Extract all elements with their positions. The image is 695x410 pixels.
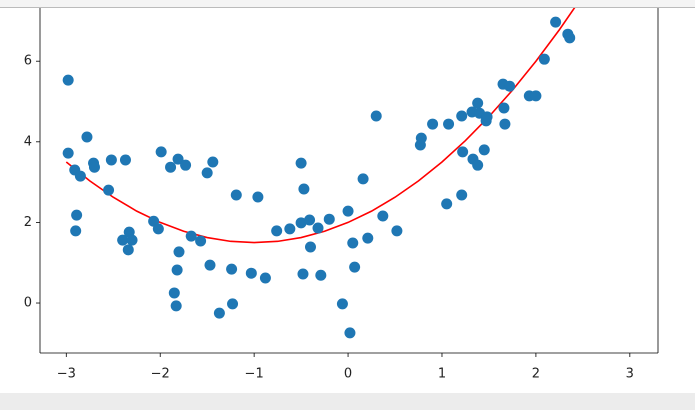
x-tick-label: 3	[626, 367, 634, 382]
x-tick-label: −2	[151, 367, 170, 382]
x-tick-label: 0	[344, 367, 352, 382]
scatter-point	[226, 263, 238, 275]
scatter-point	[170, 300, 182, 312]
scatter-point	[357, 173, 369, 185]
scatter-point	[481, 111, 493, 123]
scatter-point	[105, 154, 117, 166]
scatter-point	[119, 154, 131, 166]
window-edge	[0, 0, 695, 7]
scatter-point	[550, 16, 562, 28]
scatter-point	[298, 183, 310, 195]
scatter-point	[391, 225, 403, 237]
scatter-point	[259, 272, 271, 284]
scatter-point	[155, 146, 167, 158]
scatter-point	[315, 269, 327, 281]
plot-area: −3 −2 −1 0 1 2 3 0 2 4 6	[24, 8, 659, 382]
scatter-point	[213, 307, 225, 319]
scatter-point	[344, 327, 356, 339]
scatter-point	[195, 235, 207, 247]
scatter-point	[74, 170, 86, 182]
y-tick-label: 6	[24, 54, 32, 69]
scatter-point	[498, 102, 510, 114]
scatter-point	[347, 237, 359, 249]
scatter-point	[173, 246, 185, 258]
scatter-point	[117, 234, 129, 246]
scatter-point	[504, 80, 516, 92]
scatter-point	[103, 184, 115, 196]
scatter-point	[180, 159, 192, 171]
scatter-point	[304, 241, 316, 253]
scatter-point	[71, 209, 83, 221]
scatter-point	[126, 234, 138, 246]
scatter-point	[252, 191, 264, 203]
scatter-point	[62, 147, 74, 159]
scatter-point	[456, 110, 468, 122]
scatter-point	[245, 267, 257, 279]
scatter-point	[415, 132, 427, 144]
y-tick-label: 0	[24, 296, 32, 311]
scatter-point	[304, 214, 316, 226]
scatter-point	[323, 213, 335, 225]
scatter-point	[81, 131, 93, 143]
scatter-point	[472, 97, 484, 109]
x-tick-label: 1	[438, 367, 446, 382]
scatter-point	[530, 90, 542, 102]
scatter-point	[457, 146, 469, 158]
scatter-point	[427, 118, 439, 130]
scatter-point	[171, 264, 183, 276]
scatter-point	[88, 161, 100, 173]
scatter-point	[70, 225, 82, 237]
window-footer	[0, 393, 695, 410]
scatter-point	[62, 74, 74, 86]
scatter-point	[370, 110, 382, 122]
scatter-point	[204, 259, 216, 271]
scatter-point	[284, 223, 296, 235]
scatter-point	[152, 223, 164, 235]
scatter-point	[441, 198, 453, 210]
scatter-point	[185, 230, 197, 242]
scatter-point	[271, 225, 283, 237]
y-tick-label: 4	[24, 134, 32, 149]
x-tick-label: −1	[245, 367, 264, 382]
scatter-point	[499, 118, 511, 130]
plot-data	[62, 8, 576, 339]
scatter-point	[349, 261, 361, 273]
scatter-point	[312, 222, 324, 234]
scatter-point	[122, 244, 134, 256]
scatter-point	[295, 217, 307, 229]
x-tick-label: 2	[532, 367, 540, 382]
scatter-point	[456, 189, 468, 201]
scatter-point	[172, 153, 184, 165]
scatter-point	[564, 32, 576, 44]
x-tick-label: −3	[57, 367, 76, 382]
scatter-point	[538, 53, 550, 65]
scatter-point	[297, 268, 309, 280]
scatter-point	[227, 298, 239, 310]
scatter-point	[362, 232, 374, 244]
scatter-point	[168, 287, 180, 299]
scatter-point	[377, 210, 389, 222]
scatter-point	[336, 298, 348, 310]
scatter-point	[295, 157, 307, 169]
scatter-point	[165, 161, 177, 173]
scatter-point	[230, 189, 242, 201]
scatter-point	[478, 144, 490, 156]
y-tick-label: 2	[24, 215, 32, 230]
scatter-point	[443, 118, 455, 130]
scatter-point	[342, 205, 354, 217]
scatter-point	[472, 159, 484, 171]
scatter-point	[207, 156, 219, 168]
scatter-point	[201, 167, 213, 179]
